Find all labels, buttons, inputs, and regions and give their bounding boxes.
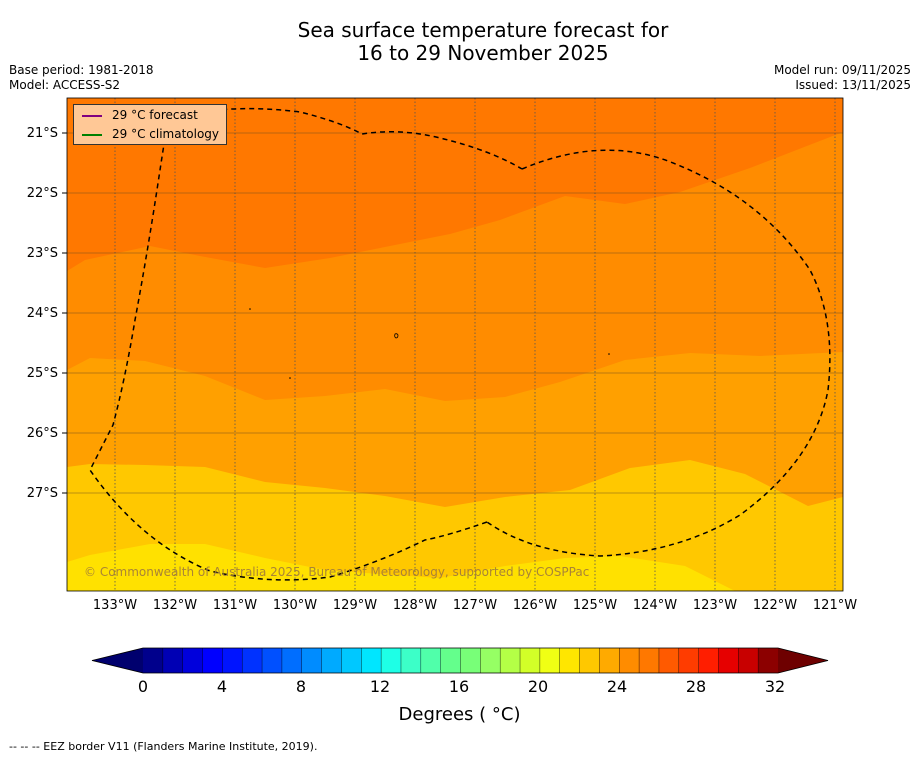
lon-label: 133°W bbox=[92, 598, 138, 613]
colorbar-segment bbox=[619, 648, 640, 673]
colorbar-segment bbox=[520, 648, 541, 673]
colorbar-segment bbox=[381, 648, 402, 673]
colorbar-segment bbox=[341, 648, 362, 673]
colorbar-segment bbox=[361, 648, 382, 673]
colorbar-segment bbox=[758, 648, 779, 673]
title-line-2: 16 to 29 November 2025 bbox=[357, 41, 609, 65]
eez-footnote: -- -- -- EEZ border V11 (Flanders Marine… bbox=[9, 740, 318, 753]
colorbar-title: Degrees ( °C) bbox=[398, 704, 521, 725]
climatology-line-swatch bbox=[82, 134, 102, 136]
lat-label: 23°S bbox=[26, 246, 58, 261]
lon-label: 122°W bbox=[752, 598, 798, 613]
colorbar-segment bbox=[639, 648, 660, 673]
issued-date: Issued: 13/11/2025 bbox=[795, 78, 911, 92]
model-name: Model: ACCESS-S2 bbox=[9, 78, 121, 92]
island-dot bbox=[249, 308, 251, 310]
lat-label: 21°S bbox=[26, 126, 58, 141]
lon-label: 121°W bbox=[812, 598, 858, 613]
copyright-notice: © Commonwealth of Australia 2025, Bureau… bbox=[84, 565, 590, 579]
model-run: Model run: 09/11/2025 bbox=[773, 63, 911, 77]
lon-label: 128°W bbox=[392, 598, 438, 613]
colorbar-segment bbox=[182, 648, 203, 673]
colorbar-segment bbox=[658, 648, 680, 673]
lat-label: 25°S bbox=[26, 366, 58, 381]
colorbar-segment bbox=[202, 648, 223, 673]
lon-label: 131°W bbox=[212, 598, 258, 613]
colorbar-segment bbox=[262, 648, 283, 673]
colorbar-segment bbox=[500, 648, 521, 673]
colorbar-tick-label: 0 bbox=[137, 677, 149, 696]
colorbar-tick-label: 28 bbox=[685, 677, 707, 696]
colorbar-segment bbox=[222, 648, 243, 673]
lat-label: 26°S bbox=[26, 426, 58, 441]
lon-label: 129°W bbox=[332, 598, 378, 613]
lat-label: 27°S bbox=[26, 486, 58, 501]
colorbar-segment bbox=[480, 648, 501, 673]
island-dot bbox=[289, 377, 291, 379]
colorbar-segment bbox=[420, 648, 441, 673]
axis-ticks bbox=[62, 132, 67, 494]
lon-label: 124°W bbox=[632, 598, 678, 613]
legend-climatology-label: 29 °C climatology bbox=[112, 127, 220, 141]
lon-label: 132°W bbox=[152, 598, 198, 613]
colorbar-tick-label: 16 bbox=[448, 677, 470, 696]
colorbar-tick-label: 32 bbox=[764, 677, 786, 696]
forecast-line-swatch bbox=[82, 115, 102, 117]
colorbar-segment bbox=[698, 648, 719, 673]
meta-left: Base period: 1981-2018 Model: ACCESS-S2 bbox=[9, 63, 154, 93]
island-dot bbox=[608, 353, 610, 355]
lon-label: 123°W bbox=[692, 598, 738, 613]
colorbar-tick-label: 12 bbox=[369, 677, 391, 696]
sst-band-22-23 bbox=[67, 544, 735, 591]
colorbar-segment bbox=[400, 648, 422, 673]
map-frame bbox=[66, 97, 844, 592]
colorbar-segment bbox=[678, 648, 699, 673]
chart-title: Sea surface temperature forecast for 16 … bbox=[0, 19, 919, 65]
colorbar-tick-label: 24 bbox=[606, 677, 628, 696]
colorbar-segment bbox=[301, 648, 322, 673]
map-legend: 29 °C forecast 29 °C climatology bbox=[73, 104, 227, 145]
base-period: Base period: 1981-2018 bbox=[9, 63, 154, 77]
colorbar-segment bbox=[579, 648, 600, 673]
lon-label: 126°W bbox=[512, 598, 558, 613]
colorbar bbox=[91, 647, 829, 674]
colorbar-segment bbox=[599, 648, 620, 673]
title-line-1: Sea surface temperature forecast for bbox=[297, 18, 669, 42]
colorbar-segment bbox=[539, 648, 561, 673]
colorbar-under-arrow bbox=[92, 648, 143, 673]
colorbar-segment bbox=[718, 648, 739, 673]
legend-forecast-label: 29 °C forecast bbox=[112, 108, 198, 122]
colorbar-segment bbox=[460, 648, 481, 673]
colorbar-segment bbox=[162, 648, 183, 673]
island-outline bbox=[394, 333, 399, 339]
colorbar-segment bbox=[440, 648, 461, 673]
lat-label: 24°S bbox=[26, 306, 58, 321]
colorbar-tick-label: 4 bbox=[216, 677, 228, 696]
colorbar-segment bbox=[242, 648, 263, 673]
colorbar-segment bbox=[738, 648, 759, 673]
lon-label: 125°W bbox=[572, 598, 618, 613]
gridlines bbox=[114, 98, 836, 591]
colorbar-segment bbox=[559, 648, 580, 673]
lat-label: 22°S bbox=[26, 186, 58, 201]
colorbar-outline bbox=[91, 647, 829, 674]
eez-border bbox=[89, 107, 831, 581]
lon-label: 127°W bbox=[452, 598, 498, 613]
meta-right: Model run: 09/11/2025 Issued: 13/11/2025 bbox=[774, 63, 911, 93]
colorbar-tick-label: 8 bbox=[295, 677, 307, 696]
lon-label: 130°W bbox=[272, 598, 318, 613]
colorbar-over-arrow bbox=[778, 648, 828, 673]
colorbar-segment bbox=[321, 648, 342, 673]
colorbar-segment bbox=[281, 648, 303, 673]
map-fill-layer bbox=[67, 98, 843, 591]
colorbar-segment bbox=[143, 648, 164, 673]
colorbar-tick-label: 20 bbox=[527, 677, 549, 696]
